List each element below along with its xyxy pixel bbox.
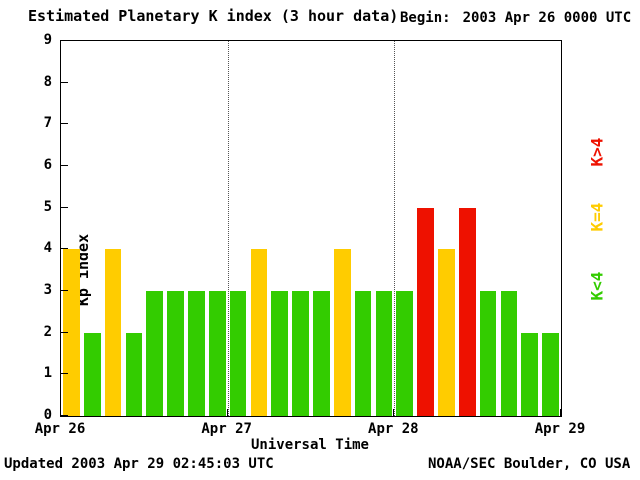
- plot-area: Kp index: [60, 40, 562, 417]
- kp-bar: [479, 291, 497, 416]
- y-tick-mark: [61, 415, 68, 416]
- y-tick-label: 0: [43, 407, 52, 423]
- y-tick-mark: [61, 40, 68, 41]
- day-boundary-gridline: [394, 41, 396, 416]
- kp-bar: [125, 332, 143, 416]
- y-tick-label: 5: [43, 198, 52, 215]
- y-tick-label: 1: [43, 365, 52, 382]
- y-tick-label: 8: [43, 73, 52, 90]
- y-tick-label: 7: [43, 115, 52, 132]
- y-tick-mark: [61, 165, 68, 166]
- x-tick-mark: [560, 409, 561, 416]
- legend-item-k-gt-4: K>4: [587, 137, 607, 167]
- x-tick-label: Apr 27: [201, 421, 252, 437]
- kp-bar: [83, 332, 101, 416]
- kp-bar: [438, 249, 455, 416]
- y-tick-mark: [61, 290, 68, 291]
- y-tick-mark: [61, 206, 68, 208]
- kp-bar: [63, 249, 80, 416]
- kp-bar: [458, 207, 476, 416]
- y-tick-mark: [61, 123, 68, 125]
- kp-bar: [146, 291, 164, 416]
- y-tick-mark: [61, 248, 68, 250]
- legend-item-k-eq-4: K=4: [587, 202, 607, 232]
- kp-bar: [188, 291, 205, 416]
- chart-title: Estimated Planetary K index (3 hour data…: [28, 7, 399, 25]
- kp-bar: [375, 291, 393, 416]
- kp-bar: [396, 291, 414, 416]
- kp-bar: [167, 291, 184, 416]
- kp-bar: [333, 249, 351, 416]
- y-tick-label: 4: [43, 240, 52, 257]
- kp-bar: [417, 207, 434, 416]
- day-boundary-gridline: [227, 41, 229, 416]
- x-axis-title: Universal Time: [250, 437, 369, 453]
- x-tick-mark: [393, 409, 395, 416]
- kp-bar: [104, 249, 122, 416]
- y-tick-label: 6: [43, 157, 52, 173]
- source-credit: NOAA/SEC Boulder, CO USA: [428, 456, 631, 472]
- y-tick-label: 3: [43, 282, 52, 298]
- y-tick-label: 9: [43, 32, 52, 48]
- x-tick-label: Apr 26: [34, 421, 86, 437]
- x-tick-label: Apr 28: [368, 421, 419, 437]
- kp-bar: [250, 249, 268, 416]
- updated-timestamp: Updated 2003 Apr 29 02:45:03 UTC: [4, 456, 274, 472]
- begin-value: 2003 Apr 26 0000 UTC: [462, 10, 632, 26]
- y-tick-mark: [61, 81, 68, 83]
- x-tick-mark: [60, 409, 61, 416]
- begin-label: Begin:: [400, 10, 451, 26]
- x-tick-mark: [226, 409, 228, 416]
- begin-line: Begin: 2003 Apr 26 0000 UTC: [400, 10, 631, 26]
- kp-bar: [271, 291, 289, 416]
- legend-item-k-lt-4: K<4: [587, 271, 607, 301]
- kp-bar: [208, 291, 226, 416]
- y-tick-mark: [61, 373, 68, 375]
- kp-bar: [229, 291, 247, 416]
- kp-bar: [354, 291, 372, 416]
- kp-bar: [521, 332, 539, 416]
- kp-bar: [500, 291, 518, 416]
- kp-bar: [542, 332, 559, 416]
- y-tick-label: 2: [43, 323, 52, 340]
- kp-bar: [292, 291, 309, 416]
- y-tick-mark: [61, 331, 68, 333]
- x-tick-label: Apr 29: [534, 421, 586, 437]
- kp-bar: [313, 291, 330, 416]
